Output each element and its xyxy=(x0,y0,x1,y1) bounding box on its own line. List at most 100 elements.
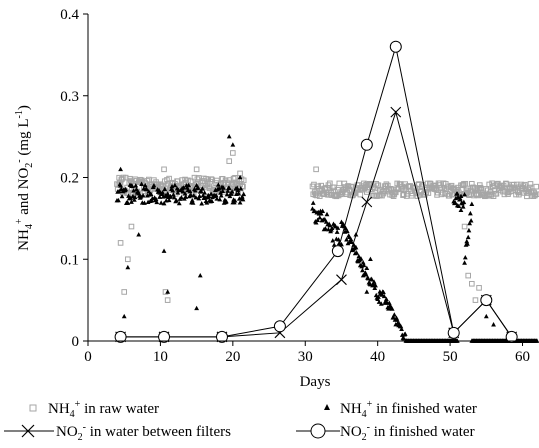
no2_finished-point xyxy=(273,320,286,333)
nh4_raw-point xyxy=(476,285,482,291)
x-axis-label: Days xyxy=(300,374,331,390)
nh4_finished-point xyxy=(136,190,142,196)
nh4_finished-point xyxy=(131,197,137,202)
nh4_finished-point xyxy=(165,289,171,294)
nh4_raw-point xyxy=(336,180,343,187)
legend-entry-nh4-raw: NH4+ in raw water xyxy=(29,399,159,420)
nh4_finished-point xyxy=(365,275,371,281)
x-tick-label: 30 xyxy=(298,349,313,365)
y-tick-label: 0.1 xyxy=(60,252,79,268)
nh4_raw-point xyxy=(343,191,350,198)
nh4_finished-point xyxy=(199,201,205,206)
nh4_finished-point xyxy=(221,185,226,190)
nh4_raw-point xyxy=(185,177,191,184)
nh4_raw-point xyxy=(226,158,233,164)
nh4_finished-point xyxy=(386,300,392,305)
nh4_finished-point xyxy=(361,262,367,268)
nh4_finished-point xyxy=(196,196,202,201)
nh4_finished-point xyxy=(182,191,188,196)
svg-text:NH4+ in raw water: NH4+ in raw water xyxy=(48,399,159,420)
nh4_finished-point xyxy=(121,313,127,319)
nh4_finished-point xyxy=(157,194,163,199)
nh4_finished-point xyxy=(360,267,365,273)
nh4_finished-point xyxy=(373,292,379,298)
legend: NH4+ in raw water NH4+ in finished water… xyxy=(4,399,477,443)
nh4_finished-point xyxy=(197,273,203,278)
nh4_finished-point xyxy=(225,188,231,193)
nh4_finished-point xyxy=(138,194,144,199)
nh4_raw-point xyxy=(117,240,124,246)
no2_finished-point xyxy=(447,326,460,339)
y-tick-label: 0.2 xyxy=(60,171,79,187)
legend-entry-no2-finished: NO2- in finished water xyxy=(296,422,475,443)
nh4_finished-point xyxy=(173,197,179,203)
nh4_finished-point xyxy=(215,182,221,187)
nh4_finished-point xyxy=(381,289,386,295)
no2_between-point xyxy=(390,106,402,118)
nh4_raw-point xyxy=(461,223,468,230)
nh4_finished-point xyxy=(402,331,408,336)
legend-marker-circle xyxy=(310,423,326,439)
nh4_finished-point xyxy=(125,200,131,205)
nh4_raw-point xyxy=(385,182,391,189)
nh4_raw-point xyxy=(313,166,319,173)
nh4_raw-point xyxy=(327,180,333,187)
nh4_finished-point xyxy=(204,200,210,205)
nh4_finished-point xyxy=(228,191,234,196)
nh4_finished-point xyxy=(197,193,202,198)
nh4_finished-point xyxy=(220,188,226,193)
nh4_finished-point xyxy=(140,193,146,198)
nh4_finished-point xyxy=(195,185,201,190)
nh4_finished-point xyxy=(310,200,316,205)
x-tick-label: 50 xyxy=(443,349,458,365)
nh4_finished-point xyxy=(315,217,320,222)
nh4_finished-point xyxy=(179,195,184,200)
nh4_raw-point xyxy=(239,183,246,189)
nh4_finished-point xyxy=(202,190,207,195)
nh4_finished-point xyxy=(359,264,365,269)
no2_between-point xyxy=(361,196,373,208)
nh4_finished-point xyxy=(241,191,247,197)
nh4_finished-point xyxy=(187,188,193,194)
y-tick-label: 0.3 xyxy=(60,89,79,105)
nh4_finished-point xyxy=(318,211,324,216)
nh4_finished-point xyxy=(146,189,152,194)
nh4_finished-point xyxy=(394,317,400,322)
nh4_raw-point xyxy=(472,297,479,303)
nh4_finished-point xyxy=(452,199,458,205)
nh4_raw-point xyxy=(527,181,534,187)
nh4_finished-point xyxy=(389,306,395,311)
nh4_finished-point xyxy=(461,199,467,205)
nh4_finished-point xyxy=(227,193,233,199)
nh4_finished-point xyxy=(226,185,232,191)
nh4_raw-point xyxy=(119,176,125,182)
nh4_finished-point xyxy=(118,183,123,188)
nh4_finished-point xyxy=(188,192,194,197)
x-tick-label: 10 xyxy=(153,349,168,365)
nh4_raw-point xyxy=(230,150,236,156)
legend-marker-square xyxy=(29,404,37,412)
nh4_finished-point xyxy=(323,226,328,231)
no2_finished-point xyxy=(215,330,228,343)
nh4_finished-point xyxy=(353,244,359,250)
nh4_raw-point xyxy=(357,191,364,198)
nh4_raw-point xyxy=(534,191,539,197)
nh4_finished-point xyxy=(181,185,186,190)
nh4_finished-point xyxy=(169,183,175,189)
nh4_finished-point xyxy=(230,142,236,147)
nh4_finished-point xyxy=(237,174,243,180)
nh4_finished-point xyxy=(153,196,159,202)
nh4_finished-point xyxy=(383,296,389,302)
nh4_finished-point xyxy=(356,253,362,259)
nh4_finished-point xyxy=(116,197,121,203)
nh4_finished-point xyxy=(180,189,186,194)
nh4_finished-point xyxy=(218,193,224,198)
nh4_finished-point xyxy=(336,237,341,242)
nh4_finished-point xyxy=(462,254,468,260)
nh4_finished-point xyxy=(229,189,235,194)
no2_finished-point xyxy=(331,245,344,258)
nh4_raw-point xyxy=(125,256,131,263)
axes-layer: 0 0.1 0.2 0.3 0.4 0 10 20 30 40 50 60 xyxy=(60,7,537,365)
nh4_finished-point xyxy=(373,282,378,288)
nh4_finished-point xyxy=(329,225,335,231)
